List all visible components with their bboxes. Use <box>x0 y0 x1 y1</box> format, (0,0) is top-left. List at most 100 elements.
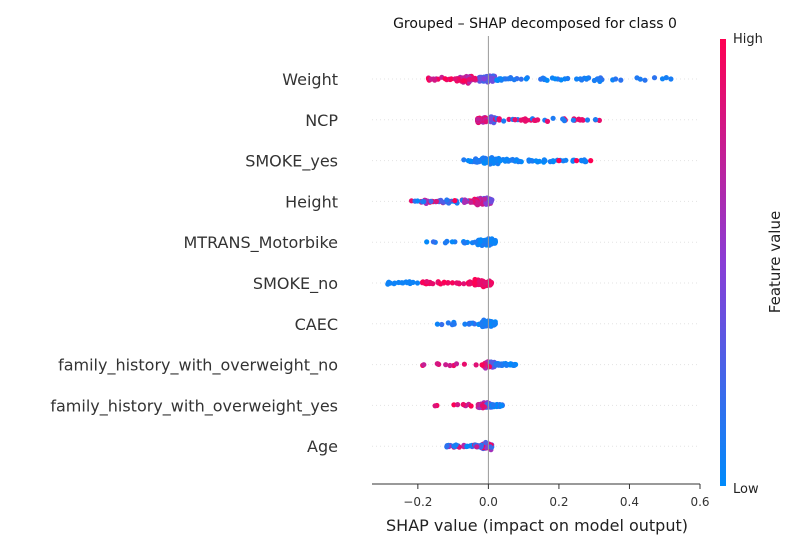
shap-point <box>478 238 484 244</box>
shap-point <box>456 280 462 286</box>
x-tick-label: 0.0 <box>479 495 498 509</box>
shap-point <box>482 238 488 244</box>
shap-point <box>491 240 497 246</box>
shap-point <box>480 155 486 161</box>
shap-point <box>487 444 493 450</box>
shap-point <box>468 403 474 409</box>
shap-point <box>668 76 674 82</box>
shap-point <box>420 279 426 285</box>
shap-point <box>544 118 551 124</box>
shap-point <box>518 117 524 123</box>
shap-point <box>642 77 648 83</box>
shap-point <box>441 279 447 285</box>
shap-point <box>522 116 528 122</box>
shap-point <box>475 116 481 122</box>
shap-point <box>596 76 602 82</box>
shap-point <box>535 117 541 123</box>
feature-label: CAEC <box>295 315 338 334</box>
shap-point <box>550 159 556 165</box>
shap-point <box>451 321 457 327</box>
feature-label: Age <box>307 437 338 456</box>
shap-point <box>498 76 504 82</box>
shap-point <box>503 362 510 368</box>
shap-point <box>464 443 470 449</box>
shap-point <box>448 76 454 82</box>
shap-point <box>483 119 489 125</box>
shap-point <box>494 77 500 83</box>
shap-point <box>473 362 479 368</box>
shap-point <box>651 75 658 81</box>
shap-point <box>491 321 497 327</box>
shap-point <box>432 403 438 409</box>
shap-point <box>560 116 566 122</box>
shap-point <box>663 75 669 81</box>
shap-point <box>570 117 577 123</box>
shap-point <box>518 76 524 82</box>
shap-point <box>483 439 489 446</box>
shap-point <box>452 76 458 82</box>
x-tick-label: 0.4 <box>620 495 639 509</box>
shap-point <box>434 321 440 327</box>
shap-point <box>467 158 474 164</box>
shap-point <box>461 361 467 367</box>
shap-point <box>482 280 488 286</box>
shap-point <box>481 76 487 82</box>
shap-point <box>579 158 585 164</box>
shap-point <box>421 362 427 368</box>
data-points <box>385 73 674 453</box>
shap-point <box>556 158 562 164</box>
shap-point <box>467 281 473 287</box>
shap-point <box>579 77 585 83</box>
feature-label: Height <box>285 192 338 211</box>
feature-rows: Weight NCP SMOKE_yes Height MTRANS_Motorbike… <box>50 70 700 456</box>
feature-label: family_history_with_overweight_yes <box>50 396 338 416</box>
shap-point <box>453 361 460 367</box>
shap-point <box>478 321 484 327</box>
shap-point <box>449 280 455 286</box>
shap-point <box>506 116 512 122</box>
shap-point <box>421 199 427 205</box>
shap-point <box>471 76 477 82</box>
shap-point <box>445 320 451 326</box>
shap-point <box>453 442 459 448</box>
shap-point <box>482 196 488 202</box>
shap-point <box>503 76 509 82</box>
shap-point <box>452 198 458 204</box>
shap-point <box>512 117 518 123</box>
shap-point <box>634 75 640 81</box>
shap-point <box>404 280 410 286</box>
shap-point <box>399 280 405 286</box>
shap-point <box>509 156 516 163</box>
chart-title: Grouped – SHAP decomposed for class 0 <box>393 16 677 32</box>
shap-point <box>474 157 480 163</box>
shap-point <box>424 239 430 245</box>
x-axis-ticks: −0.2 0.0 0.2 0.4 0.6 <box>403 484 710 509</box>
shap-point <box>574 76 580 82</box>
shap-point <box>386 279 392 285</box>
shap-point <box>479 402 485 409</box>
shap-point <box>613 76 619 82</box>
shap-point <box>497 158 503 164</box>
shap-point <box>490 402 496 408</box>
shap-point <box>461 199 467 205</box>
shap-point <box>414 280 421 286</box>
shap-point <box>476 281 482 287</box>
shap-point <box>498 403 504 409</box>
shap-point <box>523 76 529 82</box>
feature-label: MTRANS_Motorbike <box>184 233 339 253</box>
feature-label: SMOKE_no <box>253 274 338 294</box>
shap-point <box>496 117 502 123</box>
shap-point <box>443 362 449 368</box>
shap-point <box>428 198 434 204</box>
shap-point <box>439 321 445 328</box>
x-tick-label: 0.2 <box>549 495 568 509</box>
shap-point <box>451 402 457 408</box>
shap-point <box>461 157 467 163</box>
shap-point <box>574 158 580 164</box>
shap-point <box>486 364 492 370</box>
shap-point <box>462 321 468 327</box>
shap-point <box>507 362 513 368</box>
shap-point <box>460 78 466 84</box>
shap-point <box>447 362 453 369</box>
